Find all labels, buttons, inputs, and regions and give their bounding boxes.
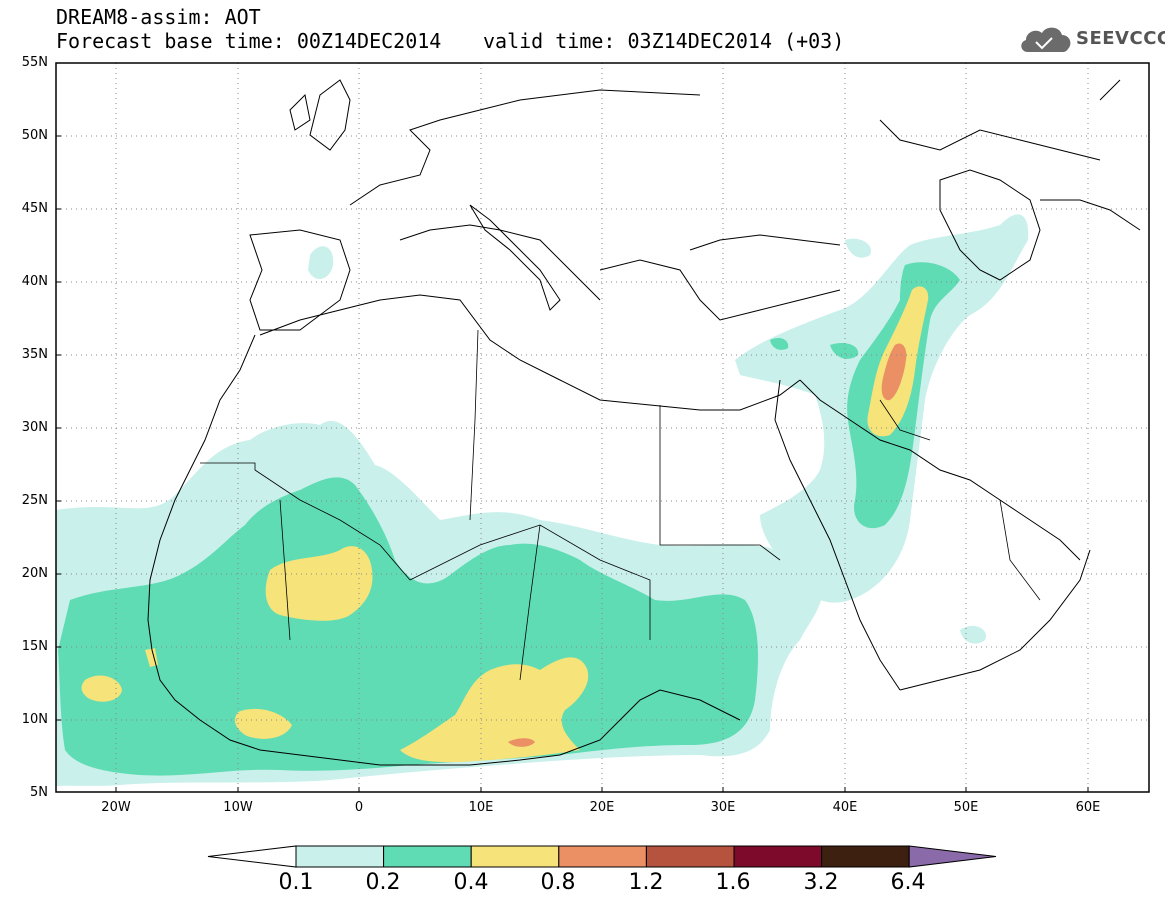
logo-text: SEEVCCC	[1076, 28, 1165, 49]
aot-contours	[56, 214, 1029, 786]
aot-band-0.1-iran	[845, 238, 871, 258]
lat-label-15n: 15N	[21, 639, 48, 654]
borders	[200, 329, 1041, 681]
lat-label-10n: 10N	[21, 712, 48, 727]
aot-band-0.1-iberia	[308, 246, 334, 280]
lon-label-20w: 20W	[101, 800, 131, 815]
aot-band-0.4-west	[81, 675, 122, 702]
title-line-1: DREAM8-assim: AOT	[56, 5, 261, 29]
colorbar-over-arrow	[908, 845, 997, 868]
aot-band-0.4-sahara	[265, 546, 373, 621]
colorbar-segment	[558, 845, 647, 868]
colorbar	[207, 845, 997, 868]
colorbar-label-3.2: 3.2	[803, 870, 839, 895]
aot-band-0.1-east	[960, 625, 986, 644]
lat-label-50n: 50N	[21, 128, 48, 143]
colorbar-under-arrow	[207, 845, 297, 868]
colorbar-segment	[470, 845, 560, 868]
colorbar-label-0.1: 0.1	[278, 870, 314, 895]
colorbar-segment	[295, 845, 385, 868]
lat-label-25n: 25N	[21, 493, 48, 508]
seevccc-logo: SEEVCCC	[1018, 20, 1165, 60]
colorbar-label-6.4: 6.4	[890, 870, 926, 895]
cloud-icon	[1021, 27, 1071, 52]
lat-label-30n: 30N	[21, 420, 48, 435]
lat-label-35n: 35N	[21, 347, 48, 362]
valid-time: valid time: 03Z14DEC2014 (+03)	[483, 29, 845, 53]
lon-label-30e: 30E	[710, 800, 736, 815]
lat-label-5n: 5N	[30, 785, 48, 800]
aot-band-0.2	[58, 477, 758, 776]
colorbar-label-0.2: 0.2	[365, 870, 401, 895]
lon-label-60e: 60E	[1075, 800, 1101, 815]
aot-band-0.4-coast	[400, 657, 589, 763]
aot-band-0.4-wa	[234, 708, 292, 739]
title-line-2: Forecast base time: 00Z14DEC2014	[56, 29, 442, 53]
aot-band-0.8	[881, 343, 907, 401]
colorbar-label-1.6: 1.6	[715, 870, 751, 895]
lat-label-20n: 20N	[21, 566, 48, 581]
colorbar-label-0.8: 0.8	[540, 870, 576, 895]
colorbar-segment	[733, 845, 823, 868]
lon-label-10e: 10E	[468, 800, 494, 815]
colorbar-segment	[821, 845, 910, 868]
lon-label-50e: 50E	[953, 800, 979, 815]
colorbar-segment	[645, 845, 735, 868]
aot-band-0.8-coast	[508, 738, 535, 747]
colorbar-label-0.4: 0.4	[453, 870, 489, 895]
colorbar-label-1.2: 1.2	[628, 870, 664, 895]
coastlines	[147, 79, 1141, 766]
lon-label-10w: 10W	[223, 800, 253, 815]
lat-label-55n: 55N	[21, 55, 48, 70]
lon-label-40e: 40E	[832, 800, 858, 815]
map-grid	[56, 63, 1149, 792]
lon-label-20e: 20E	[589, 800, 615, 815]
aot-band-0.2-lev	[770, 337, 789, 350]
lat-label-40n: 40N	[21, 274, 48, 289]
colorbar-segment	[383, 845, 472, 868]
axis-ticks	[56, 135, 1089, 792]
lat-label-45n: 45N	[21, 201, 48, 216]
lon-label-0: 0	[354, 800, 364, 815]
